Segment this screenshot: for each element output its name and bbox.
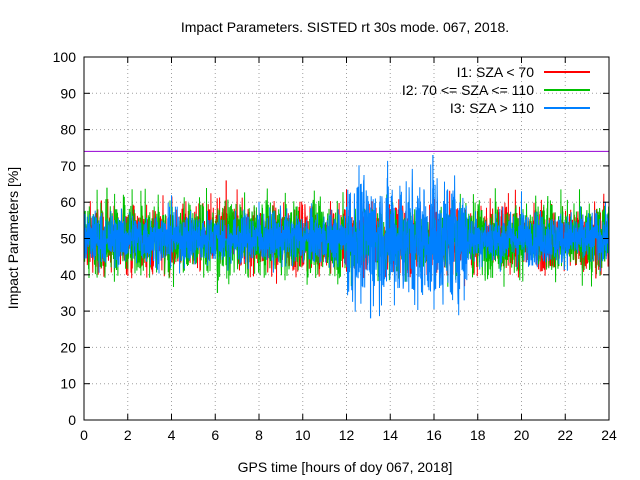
y-tick-label: 50 [60,231,76,247]
x-tick-label: 0 [80,427,88,443]
y-tick-label: 20 [60,339,76,355]
y-tick-label: 40 [60,267,76,283]
x-axis-label: GPS time [hours of doy 067, 2018] [238,459,453,475]
x-tick-label: 6 [211,427,219,443]
series-line-3 [83,160,610,317]
y-axis-label: Impact Parameters [%] [5,167,21,309]
y-tick-label: 70 [60,158,76,174]
axis-ticks: 0 2 4 6 8 10 12 14 16 18 20 22 240102030405060708090… [53,49,617,443]
chart-title: Impact Parameters. SISTED rt 30s mode. 0… [181,19,509,35]
x-tick-label: 10 [295,427,311,443]
y-tick-label: 90 [60,85,76,101]
y-tick-label: 0 [68,412,76,428]
legend: I1: SZA < 70 I2: 70 <= SZA <= 110 I3: SZA … [402,64,590,116]
legend-label-2: I2: 70 <= SZA <= 110 [402,82,534,98]
x-tick-label: 8 [255,427,263,443]
x-tick-label: 24 [601,427,617,443]
x-tick-label: 22 [557,427,573,443]
series-layer [83,155,610,319]
x-tick-label: 2 [124,427,132,443]
legend-label-1: I1: SZA < 70 [457,64,535,80]
x-tick-label: 16 [426,427,442,443]
x-tick-label: 14 [382,427,398,443]
y-tick-label: 10 [60,376,76,392]
y-tick-label: 30 [60,303,76,319]
grid-lines [84,57,609,420]
x-tick-label: 18 [470,427,486,443]
x-tick-label: 20 [514,427,530,443]
x-tick-label: 12 [339,427,355,443]
y-tick-label: 60 [60,194,76,210]
legend-label-3: I3: SZA > 110 [450,100,534,116]
x-tick-label: 4 [168,427,176,443]
y-tick-label: 80 [60,122,76,138]
y-tick-label: 100 [53,49,77,65]
